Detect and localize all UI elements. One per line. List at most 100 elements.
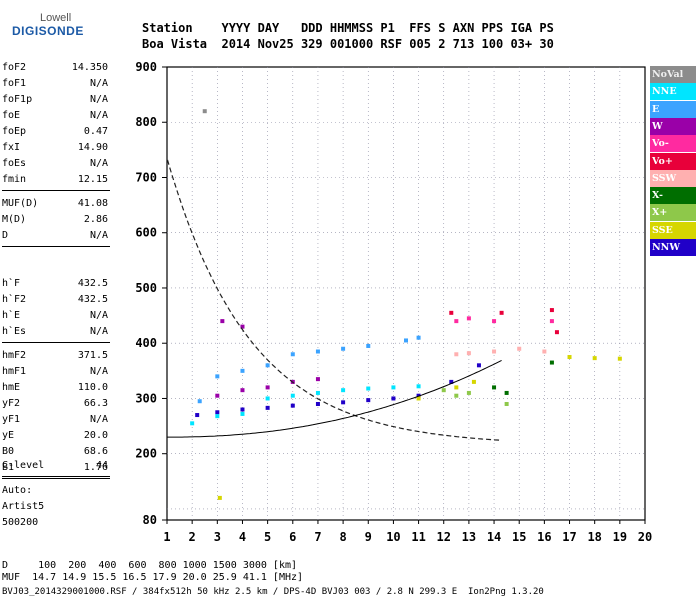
legend-item-vo-: Vo- — [650, 135, 696, 153]
data-point — [215, 414, 220, 419]
param-label: foEs — [2, 158, 27, 169]
data-point — [416, 335, 421, 340]
legend-item-w: W — [650, 117, 696, 135]
x-tick-label: 9 — [365, 530, 372, 544]
legend-item-nne: NNE — [650, 83, 696, 101]
param-value: 14.90 — [77, 142, 108, 153]
param-label: foEp — [2, 126, 27, 137]
footer-muf-row: MUF 14.7 14.9 15.5 16.5 17.9 20.0 25.9 4… — [2, 572, 304, 583]
x-tick-label: 6 — [289, 530, 296, 544]
param-value: 44 — [95, 460, 108, 471]
param-value: 1.76 — [83, 462, 108, 473]
auto-label: Auto: — [2, 485, 33, 496]
param-label: C-level — [2, 460, 45, 471]
param-value: N/A — [89, 94, 108, 105]
y-tick-label: 800 — [135, 115, 157, 129]
x-tick-label: 10 — [386, 530, 400, 544]
param-row: h`F2 432.5 — [2, 292, 108, 308]
legend-item-sse: SSE — [650, 221, 696, 239]
data-point — [220, 319, 225, 324]
header-values: Boa Vista 2014 Nov25 329 001000 RSF 005 … — [142, 37, 554, 51]
param-row: yE 20.0 — [2, 428, 108, 444]
param-value: N/A — [89, 158, 108, 169]
param-value: 12.15 — [77, 174, 108, 185]
data-point — [190, 421, 195, 426]
param-label: D — [2, 230, 9, 241]
param-label: fxI — [2, 142, 21, 153]
param-label: h`F — [2, 278, 21, 289]
data-point — [504, 401, 509, 406]
y-tick-label: 200 — [135, 447, 157, 461]
data-point — [265, 405, 270, 410]
data-point — [416, 384, 421, 389]
y-tick-label: 500 — [135, 281, 157, 295]
param-value: 68.6 — [83, 446, 108, 457]
param-row: h`F 432.5 — [2, 276, 108, 292]
data-point — [592, 356, 597, 361]
data-point — [416, 396, 421, 401]
param-value: N/A — [89, 230, 108, 241]
param-value: 432.5 — [77, 294, 108, 305]
data-point — [315, 377, 320, 382]
param-row: foE N/A — [2, 108, 108, 124]
x-tick-label: 7 — [314, 530, 321, 544]
data-point — [366, 386, 371, 391]
data-point — [391, 385, 396, 390]
param-label: foE — [2, 110, 21, 121]
data-point — [197, 399, 202, 404]
param-value: N/A — [89, 366, 108, 377]
param-row: yF1 N/A — [2, 412, 108, 428]
data-point — [341, 400, 346, 405]
brand-logo-text: DIGISONDE — [12, 24, 84, 38]
param-label: MUF(D) — [2, 198, 39, 209]
x-tick-label: 5 — [264, 530, 271, 544]
param-label: foF1 — [2, 78, 27, 89]
y-tick-label: 700 — [135, 170, 157, 184]
data-point — [215, 374, 220, 379]
x-tick-label: 3 — [214, 530, 221, 544]
param-row: B0 68.6 — [2, 444, 108, 460]
param-separator — [2, 342, 110, 343]
data-point — [454, 393, 459, 398]
data-point — [499, 310, 504, 315]
param-label: hmF2 — [2, 350, 27, 361]
data-point — [265, 396, 270, 401]
param-row: foF1p N/A — [2, 92, 108, 108]
param-value: 41.08 — [77, 198, 108, 209]
data-point — [215, 393, 220, 398]
legend-item-x-: X+ — [650, 204, 696, 222]
param-label: M(D) — [2, 214, 27, 225]
param-value: 66.3 — [83, 398, 108, 409]
param-row: foF1 N/A — [2, 76, 108, 92]
data-point — [466, 351, 471, 356]
data-point — [476, 363, 481, 368]
y-tick-label: 300 — [135, 391, 157, 405]
data-point — [492, 385, 497, 390]
data-point — [290, 393, 295, 398]
param-value: 371.5 — [77, 350, 108, 361]
data-point — [554, 330, 559, 335]
param-row: yF2 66.3 — [2, 396, 108, 412]
data-point — [240, 388, 245, 393]
param-separator — [2, 246, 110, 247]
plot-frame — [166, 66, 646, 521]
data-point — [315, 401, 320, 406]
param-separator — [2, 190, 110, 191]
data-point — [315, 390, 320, 395]
x-tick-label: 19 — [613, 530, 627, 544]
param-value: N/A — [89, 110, 108, 121]
param-value: 2.86 — [83, 214, 108, 225]
x-tick-label: 11 — [411, 530, 425, 544]
param-row: foF2 14.350 — [2, 60, 108, 76]
data-point — [549, 308, 554, 313]
brand-top-text: Lowell — [40, 12, 72, 24]
param-label: B1 — [2, 462, 15, 473]
data-point — [466, 316, 471, 321]
data-point — [466, 390, 471, 395]
data-point — [240, 407, 245, 412]
header-labels: Station YYYY DAY DDD HHMMSS P1 FFS S AXN… — [142, 21, 554, 35]
data-point — [449, 379, 454, 384]
data-point — [202, 109, 207, 114]
data-point — [391, 396, 396, 401]
